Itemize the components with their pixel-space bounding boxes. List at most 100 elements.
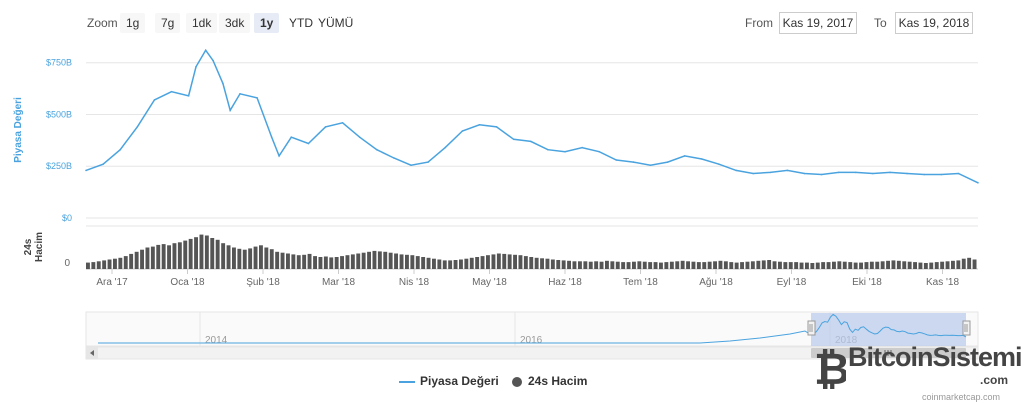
volume-bar xyxy=(669,261,674,269)
range-selector-toolbar: Zoom 1g 7g 1dk 3dk 1y YTD YÜMÜ From Kas … xyxy=(0,0,1024,46)
market-cap-point xyxy=(649,164,652,166)
market-cap-point xyxy=(872,172,874,175)
volume-bar xyxy=(918,262,923,270)
volume-bar xyxy=(432,258,436,269)
volume-bar xyxy=(350,254,355,269)
market-cap-point xyxy=(530,140,532,143)
volume-bar xyxy=(756,260,761,269)
volume-bar xyxy=(729,262,734,269)
volume-bar xyxy=(848,262,853,269)
volume-bar xyxy=(469,257,474,269)
volume-bar xyxy=(680,260,685,269)
market-cap-point xyxy=(977,182,979,184)
volume-bar xyxy=(323,256,328,269)
zoom-button-all[interactable]: YÜMÜ xyxy=(318,16,354,30)
volume-bar xyxy=(194,237,198,269)
volume-bar xyxy=(859,262,863,270)
dot-swatch-icon xyxy=(512,376,522,387)
volume-bar xyxy=(550,259,555,269)
market-cap-point xyxy=(701,158,703,160)
volume-bar xyxy=(637,261,642,269)
zoom-button-1dk[interactable]: 1dk xyxy=(186,13,218,33)
market-cap-point xyxy=(855,171,857,174)
market-cap-point xyxy=(786,169,789,172)
volume-bar xyxy=(696,262,701,269)
from-date-input[interactable]: Kas 19, 2017 xyxy=(779,12,857,34)
volume-bar xyxy=(356,253,361,269)
x-tick-label: Nis '18 xyxy=(399,277,430,288)
volume-bar xyxy=(929,262,934,270)
market-cap-point xyxy=(204,49,207,52)
volume-bar xyxy=(183,240,188,269)
x-tick-label: Eyl '18 xyxy=(777,277,807,288)
market-cap-point xyxy=(444,146,447,149)
market-cap-point xyxy=(889,171,891,174)
volume-bar xyxy=(913,262,917,269)
market-cap-point xyxy=(581,146,583,149)
market-cap-point xyxy=(478,124,481,126)
zoom-button-1g[interactable]: 1g xyxy=(120,13,146,33)
volume-bar xyxy=(875,261,880,269)
market-cap-point xyxy=(735,169,737,172)
market-cap-point xyxy=(957,172,960,175)
volume-bar xyxy=(242,249,247,270)
volume-bar xyxy=(491,254,496,269)
volume-bar xyxy=(599,261,604,269)
legend-item-volume[interactable]: 24s Hacim xyxy=(512,374,587,388)
zoom-button-7g[interactable]: 7g xyxy=(155,13,181,33)
volume-bar xyxy=(821,262,826,269)
credit-link[interactable]: coinmarketcap.com xyxy=(921,392,1000,402)
y-axis-title: Piyasa Değeri xyxy=(13,97,24,163)
legend-item-market-cap[interactable]: Piyasa Değeri xyxy=(399,374,499,388)
market-cap-point xyxy=(324,126,327,128)
volume-bar xyxy=(815,262,820,270)
x-tick-label: May '18 xyxy=(472,277,507,288)
volume-bar xyxy=(480,256,485,269)
zoom-button-3dk[interactable]: 3dk xyxy=(219,13,251,33)
market-cap-point xyxy=(923,173,925,176)
market-cap-point xyxy=(803,172,806,175)
volume-bar xyxy=(648,262,653,269)
volume-bar xyxy=(188,238,193,269)
zoom-button-ytd[interactable]: YTD xyxy=(289,16,313,30)
volume-bar xyxy=(253,246,258,269)
market-cap-point xyxy=(358,136,361,138)
volume-bar xyxy=(91,262,96,269)
volume-bar xyxy=(842,261,847,269)
volume-bar xyxy=(280,252,285,269)
x-tick-label: Ağu '18 xyxy=(699,277,733,288)
volume-bar xyxy=(594,261,599,269)
y-tick-label: $500B xyxy=(46,109,72,119)
volume-bar xyxy=(307,253,312,269)
market-cap-point xyxy=(632,161,635,163)
volume-bar xyxy=(567,260,571,269)
volume-bar xyxy=(286,253,290,269)
zoom-button-1y[interactable]: 1y xyxy=(254,13,280,33)
volume-bar xyxy=(215,239,220,269)
y-tick-label: $250B xyxy=(46,161,72,171)
volume-bar xyxy=(275,251,280,269)
market-cap-series xyxy=(85,48,979,184)
line-swatch-icon xyxy=(399,380,415,383)
volume-bar xyxy=(540,258,544,270)
market-cap-point xyxy=(239,93,241,95)
volume-bar xyxy=(886,260,890,269)
volume-bar xyxy=(902,261,907,269)
volume-bar xyxy=(718,260,723,269)
volume-bar xyxy=(891,260,896,269)
volume-series xyxy=(86,234,977,270)
navigator-scrollbar[interactable] xyxy=(85,346,979,360)
volume-bar xyxy=(291,254,296,269)
volume-bar xyxy=(172,243,177,269)
navigator[interactable]: 201420162018 xyxy=(85,311,979,347)
to-label: To xyxy=(874,16,887,30)
to-date-input[interactable]: Kas 19, 2018 xyxy=(895,12,973,34)
volume-bar xyxy=(264,247,269,269)
volume-bar xyxy=(907,261,912,269)
volume-bar xyxy=(221,243,226,269)
volume-bar xyxy=(394,253,398,269)
y-tick-label: $0 xyxy=(62,213,72,223)
market-cap-point xyxy=(752,172,754,175)
volume-bar xyxy=(475,257,480,269)
volume-bar xyxy=(578,261,582,269)
